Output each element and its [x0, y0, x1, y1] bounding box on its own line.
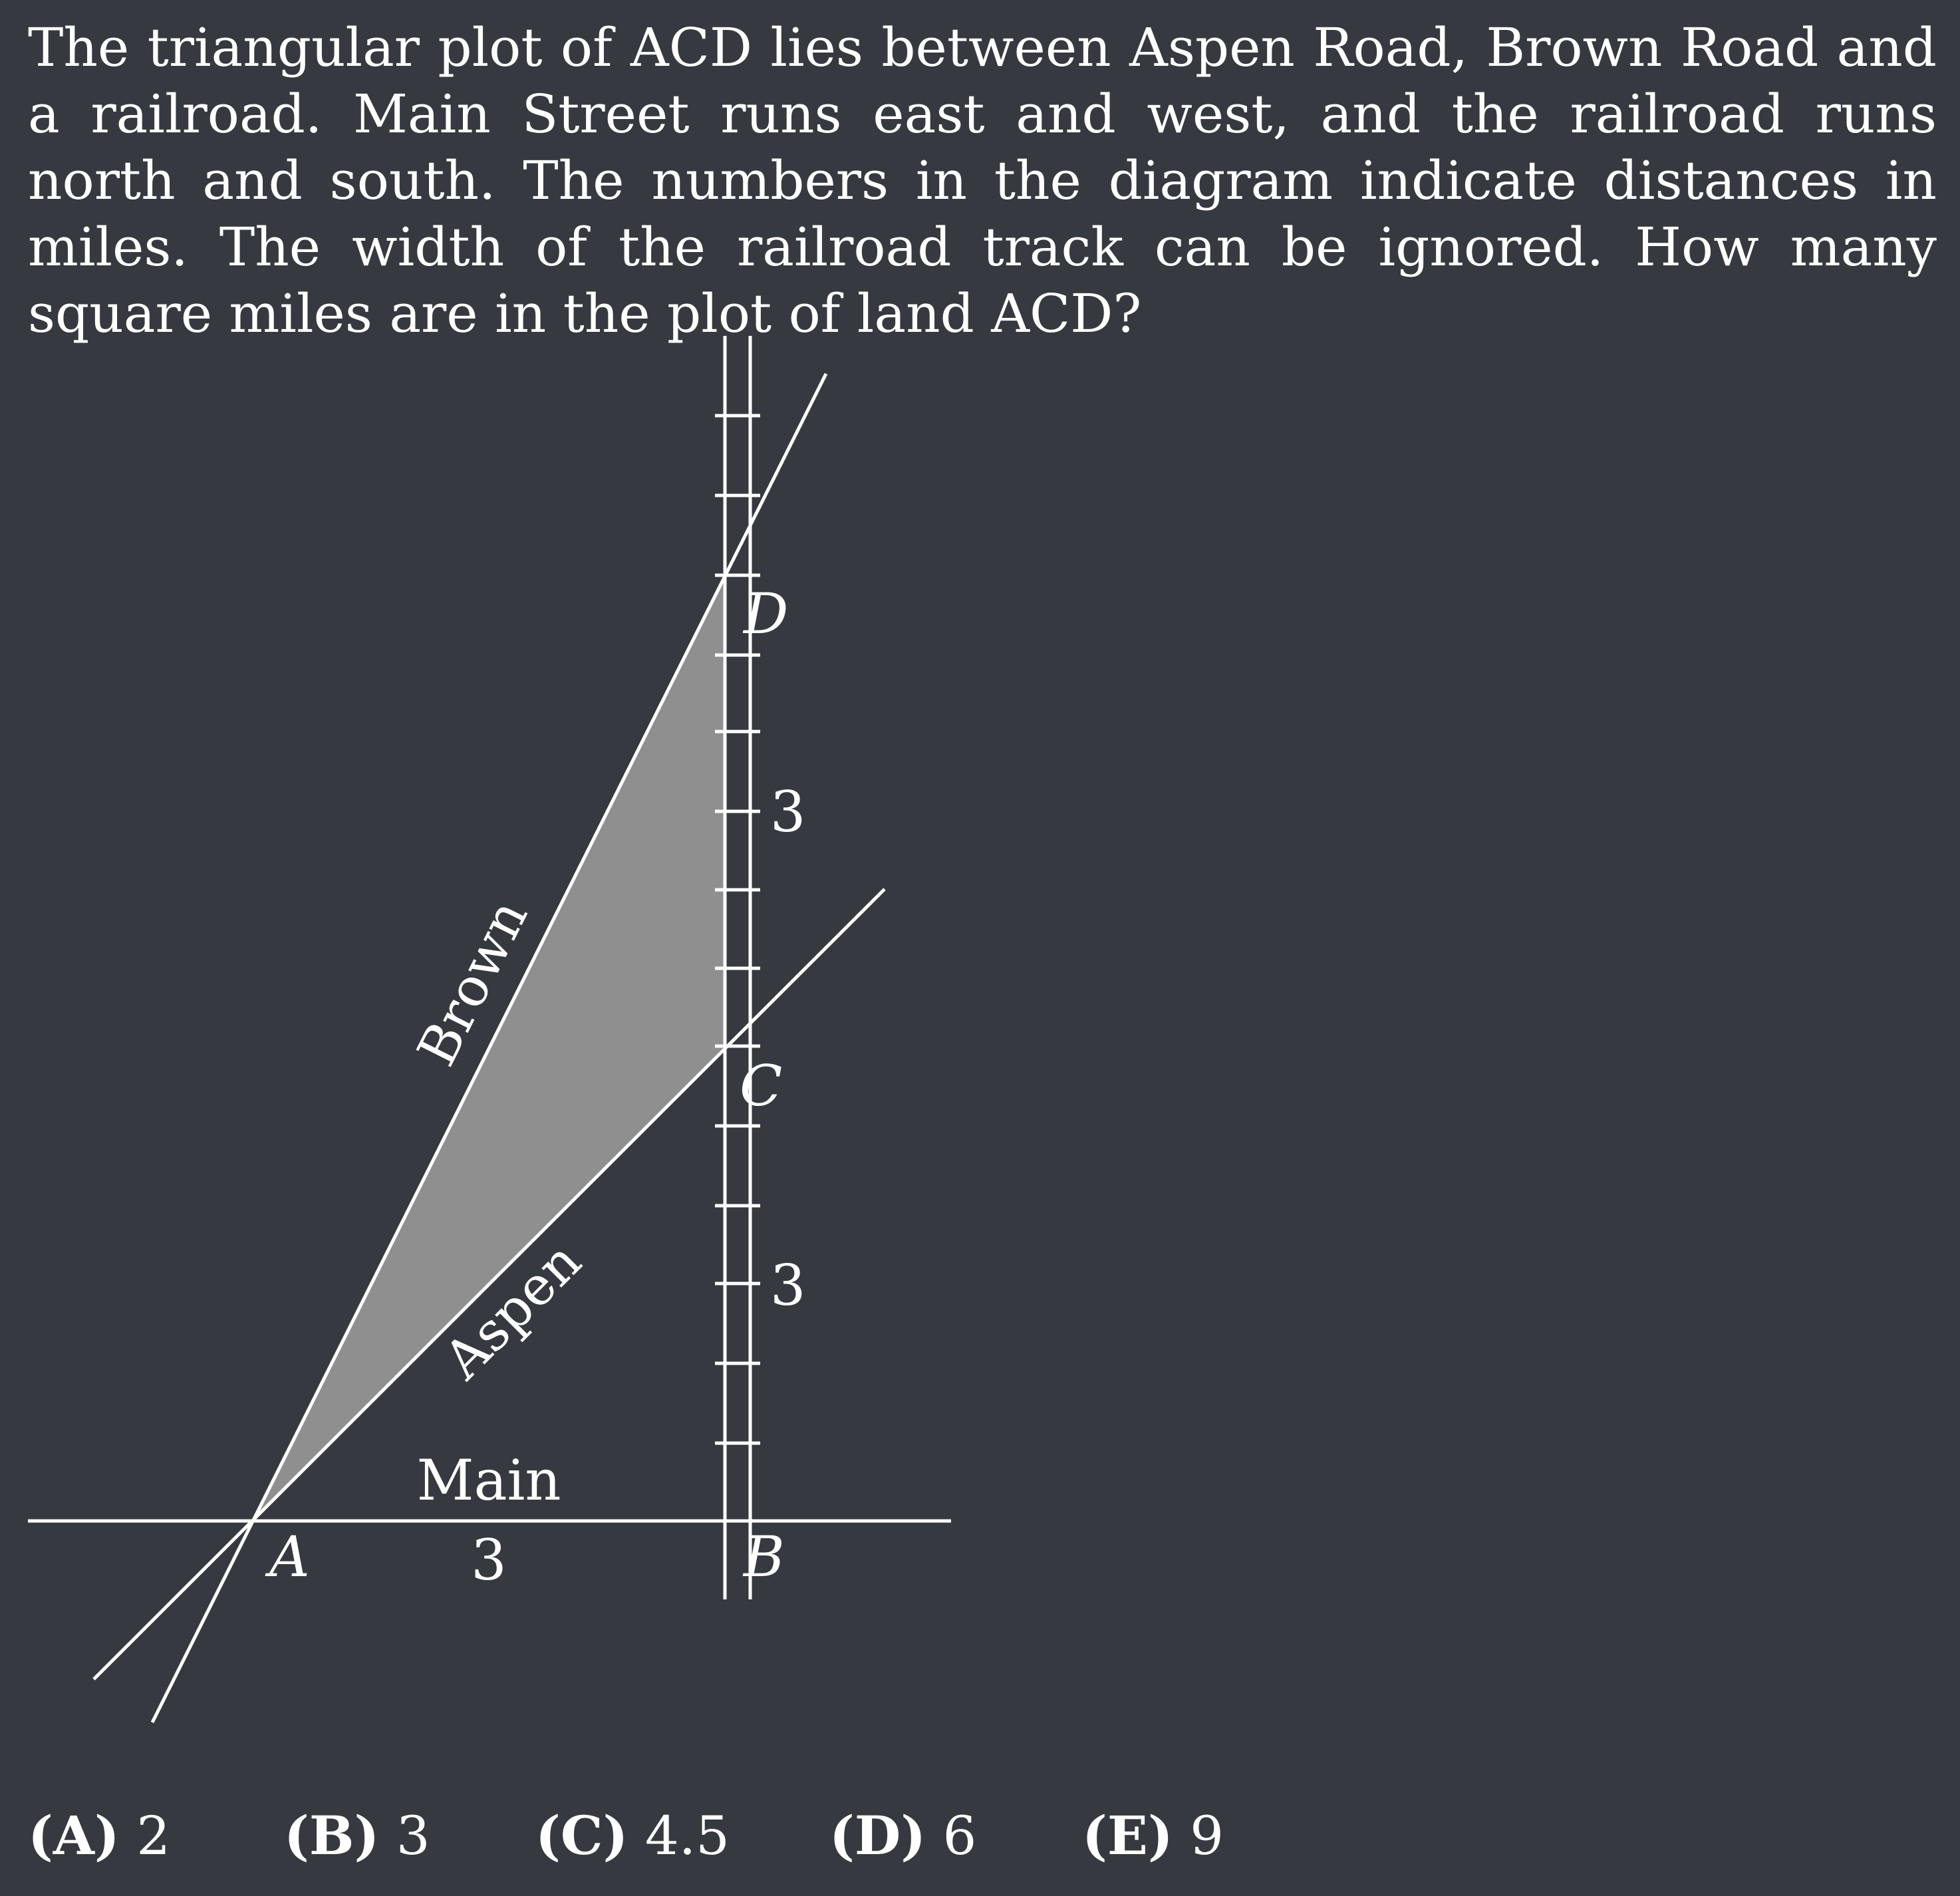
point-label-d: D [742, 581, 788, 646]
choice-e-letter: (E) [1082, 1804, 1173, 1867]
choice-a-value: 2 [136, 1805, 171, 1867]
choice-e-value: 9 [1190, 1805, 1224, 1867]
aspen-road-line [92, 888, 886, 1681]
choice-b-value: 3 [396, 1805, 430, 1867]
distance-label-cd: 3 [770, 779, 805, 845]
choice-a[interactable]: (A) 2 [28, 1802, 170, 1869]
distance-label-ab: 3 [471, 1528, 506, 1593]
point-label-b: B [742, 1524, 785, 1589]
railroad-ties [715, 414, 760, 1445]
distance-label-bc: 3 [770, 1253, 805, 1318]
choice-e[interactable]: (E) 9 [1082, 1802, 1224, 1869]
choice-d-value: 6 [942, 1805, 977, 1867]
choice-d-letter: (D) [829, 1804, 926, 1867]
choice-b-letter: (B) [284, 1804, 380, 1867]
main-street-label: Main [416, 1448, 561, 1513]
choice-a-letter: (A) [28, 1804, 120, 1867]
choice-c[interactable]: (C) 4.5 [535, 1802, 730, 1869]
point-label-c: C [740, 1053, 782, 1119]
brown-road-line [150, 372, 828, 1724]
problem-text: The triangular plot of ACD lies between … [28, 17, 1937, 344]
choice-c-value: 4.5 [644, 1805, 730, 1867]
choice-d[interactable]: (D) 6 [829, 1802, 976, 1869]
choice-b[interactable]: (B) 3 [284, 1802, 430, 1869]
point-label-a: A [265, 1524, 310, 1589]
choice-c-letter: (C) [535, 1804, 629, 1867]
